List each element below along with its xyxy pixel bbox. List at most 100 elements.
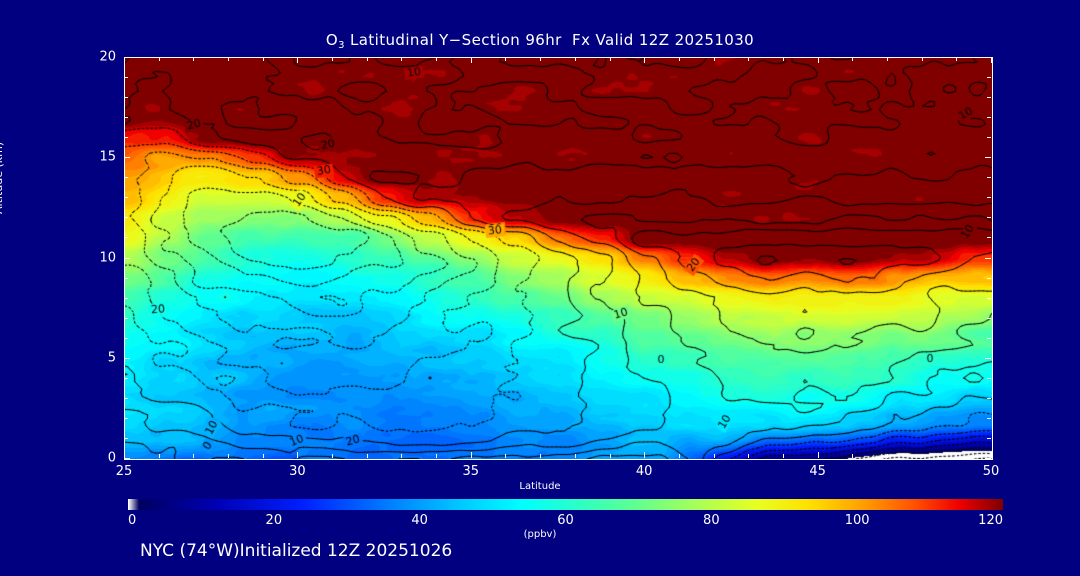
y-tick-mark [124, 418, 128, 419]
x-axis-title: Latitude [519, 481, 561, 492]
y-tick-mark-right [987, 77, 991, 78]
y-tick-mark-right [987, 97, 991, 98]
title-species: O [325, 31, 339, 49]
y-tick-mark [124, 217, 128, 218]
colorbar [128, 499, 1003, 510]
x-tick-mark [540, 454, 541, 458]
x-tick-mark [159, 454, 160, 458]
x-axis-label-45: 45 [809, 464, 826, 479]
colorbar-tick-60: 60 [557, 513, 574, 528]
x-tick-mark [193, 454, 194, 458]
y-tick-mark [124, 237, 128, 238]
x-tick-mark-top [991, 57, 992, 63]
y-tick-mark-right [987, 217, 991, 218]
y-tick-mark-right [987, 177, 991, 178]
x-tick-mark-top [748, 57, 749, 61]
y-tick-mark-right [987, 137, 991, 138]
y-tick-mark [124, 458, 130, 459]
y-tick-mark [124, 338, 128, 339]
y-tick-mark [124, 97, 128, 98]
y-axis-label-20: 20 [99, 49, 116, 65]
title-subscript: 3 [338, 40, 345, 51]
x-tick-mark-top [818, 57, 819, 63]
y-tick-mark [124, 137, 128, 138]
x-tick-mark-top [228, 57, 229, 61]
colorbar-gradient [128, 499, 1003, 510]
y-axis-label-10: 10 [99, 250, 116, 265]
y-tick-mark-right [987, 237, 991, 238]
y-tick-mark-right [987, 338, 991, 339]
y-tick-mark-right [987, 418, 991, 419]
y-axis-label-5: 5 [107, 350, 116, 366]
x-tick-mark [818, 452, 819, 458]
x-tick-mark [124, 452, 125, 458]
y-tick-mark-right [987, 197, 991, 198]
colorbar-tick-80: 80 [703, 513, 720, 528]
y-tick-mark-right [985, 57, 991, 58]
x-tick-mark [332, 454, 333, 458]
colorbar-tick-100: 100 [844, 513, 870, 528]
x-tick-mark-top [193, 57, 194, 61]
x-tick-mark [471, 452, 472, 458]
x-tick-mark [887, 454, 888, 458]
x-tick-mark-top [714, 57, 715, 61]
x-tick-mark [436, 454, 437, 458]
x-tick-mark [610, 454, 611, 458]
x-tick-mark-top [783, 57, 784, 61]
x-tick-mark [748, 454, 749, 458]
y-tick-mark [124, 358, 130, 359]
x-tick-mark-top [332, 57, 333, 61]
x-tick-mark-top [471, 57, 472, 63]
y-tick-mark [124, 298, 128, 299]
y-tick-mark [124, 378, 128, 379]
x-tick-mark-top [124, 57, 125, 63]
x-axis-label-35: 35 [462, 464, 480, 479]
y-axis-label-15: 15 [99, 149, 116, 165]
x-tick-mark-top [575, 57, 576, 61]
x-tick-mark [505, 454, 506, 458]
title-rest: Latitudinal Y−Section 96hr Fx Valid 12Z … [344, 31, 755, 49]
y-tick-mark [124, 177, 128, 178]
x-tick-mark-top [887, 57, 888, 61]
colorbar-tick-120: 120 [978, 513, 1003, 528]
x-tick-mark [956, 454, 957, 458]
ozone-cross-section-heatmap [125, 58, 992, 459]
x-tick-mark-top [679, 57, 680, 61]
colorbar-tick-0: 0 [128, 513, 137, 528]
plot-area [124, 57, 993, 460]
x-tick-mark [991, 452, 992, 458]
y-tick-mark [124, 157, 130, 158]
x-axis-label-40: 40 [635, 464, 653, 479]
y-axis-label-0: 0 [107, 450, 116, 466]
y-tick-mark [124, 57, 130, 58]
x-tick-mark [263, 454, 264, 458]
x-tick-mark [783, 454, 784, 458]
y-tick-mark-right [987, 318, 991, 319]
y-tick-mark [124, 318, 128, 319]
y-tick-mark [124, 117, 128, 118]
x-tick-mark-top [159, 57, 160, 61]
y-tick-mark [124, 197, 128, 198]
figure-footer: NYC (74°W)Initialized 12Z 20251026 [140, 541, 453, 561]
y-tick-mark-right [987, 378, 991, 379]
y-tick-mark [124, 438, 128, 439]
colorbar-units: (ppbv) [523, 529, 557, 540]
x-tick-mark [575, 454, 576, 458]
x-tick-mark [297, 452, 298, 458]
x-tick-mark-top [505, 57, 506, 61]
x-tick-mark-top [436, 57, 437, 61]
x-tick-mark [644, 452, 645, 458]
y-tick-mark [124, 398, 128, 399]
x-tick-mark-top [852, 57, 853, 61]
x-tick-mark-top [610, 57, 611, 61]
x-tick-mark-top [297, 57, 298, 63]
y-tick-mark-right [987, 398, 991, 399]
y-tick-mark-right [985, 258, 991, 259]
y-tick-mark [124, 77, 128, 78]
x-tick-mark [367, 454, 368, 458]
x-tick-mark [714, 454, 715, 458]
x-tick-mark [852, 454, 853, 458]
x-tick-mark-top [644, 57, 645, 63]
x-tick-mark-top [540, 57, 541, 61]
